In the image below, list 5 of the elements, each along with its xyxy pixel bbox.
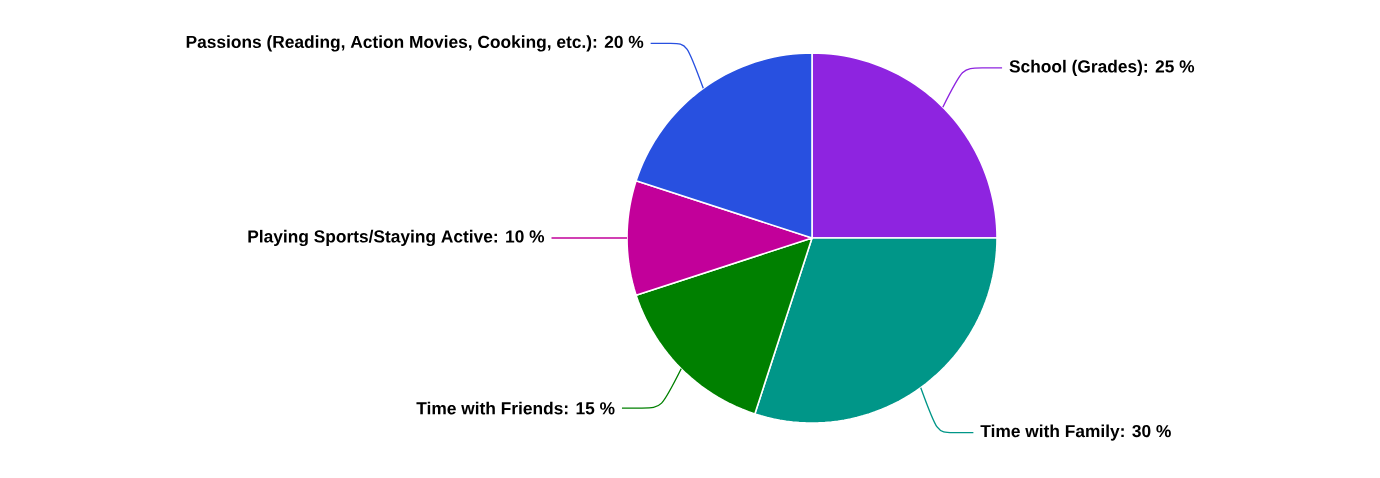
slice-label: Passions (Reading, Action Movies, Cooking, etc.): 20 % — [186, 35, 644, 52]
slice-label: Time with Family: 30 % — [980, 424, 1171, 441]
slice-label: Playing Sports/Staying Active: 10 % — [248, 229, 545, 247]
slice-label: School (Grades): 25 % — [1009, 59, 1195, 77]
slice-label: Time with Friends: 15 % — [416, 401, 615, 415]
